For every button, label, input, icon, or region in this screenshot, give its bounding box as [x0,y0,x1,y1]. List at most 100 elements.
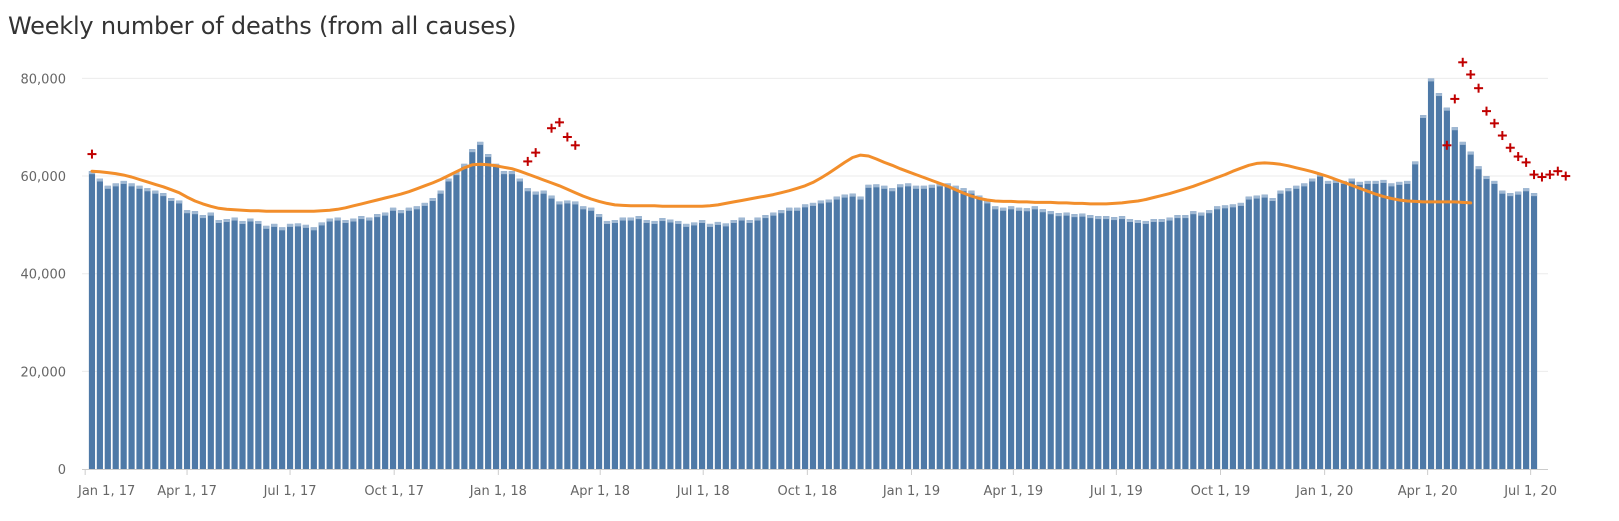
bar-cap [1530,193,1538,197]
bar-cap [889,188,896,192]
bar [1293,185,1300,469]
bar [374,214,381,469]
bar-cap [865,184,872,188]
bar [873,184,880,469]
bar-cap [904,183,912,187]
bar [794,207,801,469]
bar [1412,161,1419,470]
bar-cap [160,193,167,197]
bar [429,198,436,469]
bar [904,183,912,469]
bar [215,220,222,469]
bar [1340,180,1347,470]
bar [897,184,904,469]
bar [564,200,571,469]
bar-cap [286,223,294,227]
excess-marker [1450,94,1460,104]
excess-marker [1497,131,1507,141]
excess-markers [87,57,1571,182]
bar [659,218,666,469]
bar-cap [144,188,151,192]
y-tick-label: 0 [58,463,66,478]
bar [754,217,761,469]
bar-cap [714,221,722,225]
bar [643,220,650,469]
x-tick-label: Apr 1, 18 [570,484,630,499]
bar [136,185,143,469]
bar [849,193,856,469]
bar [1459,141,1466,469]
bar [176,200,183,469]
bar-cap [564,200,571,204]
bar [722,223,729,469]
bar [1158,219,1165,469]
bar [1261,194,1268,470]
bar [1023,208,1031,469]
bar [461,163,468,469]
bar-cap [1182,215,1189,219]
x-tick-label: Jul 1, 17 [263,484,317,499]
bar [310,227,317,469]
x-tick-label: Apr 1, 17 [157,484,217,499]
bar-cap [912,185,920,189]
bar [120,180,127,470]
bar [1221,205,1229,469]
bar-cap [1396,181,1403,185]
excess-marker [562,132,572,142]
bar-cap [1427,78,1435,82]
bar [366,217,373,469]
bar [762,215,769,469]
bar-cap [350,218,357,222]
excess-marker [1442,140,1452,150]
bar-cap [1174,215,1181,219]
bar [1229,204,1237,469]
x-axis: Jan 1, 17 Apr 1, 17 Jul 1, 17 Oct 1, 17 Jan … [77,469,1557,499]
bar-cap [635,216,642,220]
bar-cap [1007,206,1015,210]
bar-cap [485,154,492,158]
bar [1324,180,1332,470]
bar [1491,180,1498,470]
bar-cap [469,149,476,153]
bar-cap [794,207,801,211]
bar [532,191,539,469]
bar-cap [310,227,317,231]
bar [453,172,460,469]
excess-marker [554,117,564,127]
bar-cap [1087,215,1094,219]
bar-series [88,78,1538,470]
bar [199,215,206,469]
bar-cap [500,171,508,175]
bar-cap [1253,195,1260,199]
bar [1332,179,1340,469]
bar-cap [1356,181,1363,185]
bar [1451,127,1458,469]
x-tick-label: Oct 1, 18 [777,484,837,499]
bar-cap [809,202,817,206]
bar-cap [1364,180,1371,184]
excess-marker [531,148,541,158]
bar [920,185,928,469]
bar-cap [231,217,238,221]
bar-cap [1063,212,1070,216]
y-tick-label: 60,000 [21,170,67,185]
bar-cap [920,185,928,189]
x-tick-label: Apr 1, 20 [1398,484,1458,499]
bar-cap [445,178,452,182]
bar [556,201,563,469]
bar-cap [263,225,270,229]
bar-cap [421,202,428,206]
bar [1427,78,1435,469]
bar [1348,178,1355,469]
bar-cap [1229,204,1237,208]
bar [1435,93,1443,469]
bar [976,195,983,469]
bar [833,196,840,470]
bar-cap [223,219,230,223]
bar [318,222,325,469]
bar [1174,215,1181,469]
bar-cap [801,204,809,208]
bar [477,141,484,469]
bar-cap [1134,220,1141,223]
